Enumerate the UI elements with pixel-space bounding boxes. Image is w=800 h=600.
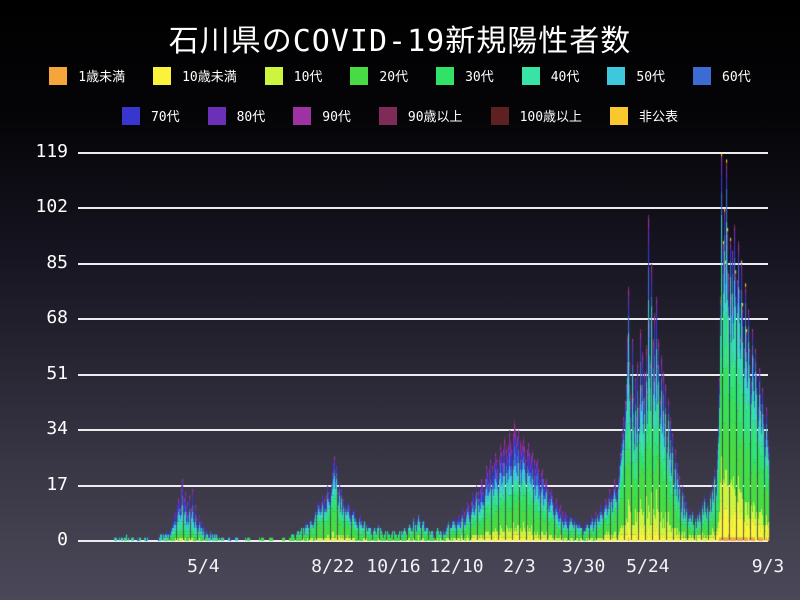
legend-swatch-t80 <box>207 106 226 125</box>
x-axis-label-5-24: 5/24 <box>626 556 670 577</box>
legend-swatch-u1 <box>49 66 68 85</box>
legend-swatch-t20 <box>350 66 369 85</box>
y-axis-label-119: 119 <box>35 141 68 162</box>
legend-label-o100: 100歳以上 <box>519 110 583 125</box>
legend-item-t40: 40代 <box>521 66 580 85</box>
legend-swatch-t30 <box>436 66 455 85</box>
legend-label-u10: 10歳未満 <box>182 70 237 85</box>
legend-row-2: 70代 80代 90代 90歳以上 100歳以上 非公表 <box>0 106 800 125</box>
legend-label-u1: 1歳未満 <box>78 70 126 85</box>
x-axis-label-2-3: 2/3 <box>503 556 536 577</box>
legend-item-t80: 80代 <box>207 106 266 125</box>
legend-item-t70: 70代 <box>121 106 180 125</box>
legend-label-t70: 70代 <box>150 110 180 125</box>
legend-swatch-u10 <box>153 66 172 85</box>
legend-item-t20: 20代 <box>350 66 408 85</box>
legend-item-np: 非公表 <box>610 106 678 125</box>
legend-item-t10: 10代 <box>264 66 323 85</box>
legend-swatch-t60 <box>693 66 712 85</box>
chart-title: 石川県のCOVID-19新規陽性者数 <box>168 24 632 59</box>
y-axis-label-68: 68 <box>46 307 68 328</box>
y-axis-label-17: 17 <box>46 474 68 495</box>
legend-item-t90: 90代 <box>293 106 351 125</box>
legend-swatch-t90 <box>293 106 312 125</box>
legend-label-t30: 30代 <box>465 70 494 85</box>
y-axis-label-34: 34 <box>46 418 68 439</box>
legend-label-o90: 90歳以上 <box>407 110 463 125</box>
legend-item-o100: 100歳以上 <box>490 106 583 125</box>
legend-swatch-np <box>610 106 629 125</box>
legend-row-1: 1歳未満 10歳未満 10代 20代 30代 40代 50代 60代 <box>0 66 800 85</box>
legend-label-t40: 40代 <box>550 70 580 85</box>
legend-item-t30: 30代 <box>436 66 494 85</box>
legend-item-u10: 10歳未満 <box>153 66 237 85</box>
legend-label-t60: 60代 <box>722 70 751 85</box>
legend-label-t50: 50代 <box>636 70 666 85</box>
legend-swatch-o90 <box>378 106 397 125</box>
legend-swatch-t70 <box>121 106 140 125</box>
stacked-bars-canvas <box>80 148 770 548</box>
legend-item-t50: 50代 <box>607 66 665 85</box>
x-axis-label-12-10: 12/10 <box>429 556 484 577</box>
legend-item-t60: 60代 <box>693 66 751 85</box>
x-axis-label-3-30: 3/30 <box>561 556 606 577</box>
y-axis-label-51: 51 <box>46 363 68 384</box>
legend-label-t20: 20代 <box>379 70 409 85</box>
legend-label-t90: 90代 <box>322 110 351 125</box>
legend-label-t80: 80代 <box>236 110 266 125</box>
x-axis-label-8-22: 8/22 <box>311 556 355 577</box>
legend-item-u1: 1歳未満 <box>49 66 125 85</box>
x-axis-label-5-4: 5/4 <box>187 556 220 577</box>
legend-label-t10: 10代 <box>293 70 323 85</box>
legend-swatch-t50 <box>607 66 626 85</box>
y-axis-label-102: 102 <box>35 196 68 217</box>
legend-label-np: 非公表 <box>639 110 679 125</box>
legend-item-o90: 90歳以上 <box>378 106 463 125</box>
legend-swatch-t10 <box>264 66 283 85</box>
y-axis-label-85: 85 <box>46 252 68 273</box>
legend-swatch-o100 <box>490 106 509 125</box>
legend-swatch-t40 <box>521 66 540 85</box>
x-axis-label-10-16: 10/16 <box>366 556 421 577</box>
y-axis-label-0: 0 <box>57 529 68 550</box>
x-axis-label-9-3: 9/3 <box>751 556 785 577</box>
